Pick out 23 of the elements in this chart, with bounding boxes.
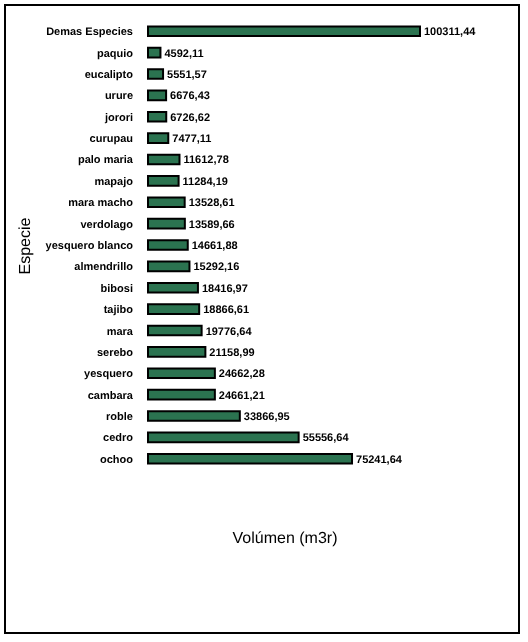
y-axis-title: Especie bbox=[15, 216, 34, 275]
bar bbox=[147, 175, 180, 187]
bar bbox=[147, 452, 354, 465]
x-axis-title: Volúmen (m3r) bbox=[232, 529, 339, 547]
bar bbox=[147, 281, 199, 294]
bar bbox=[147, 89, 168, 102]
bar bbox=[147, 25, 421, 38]
bar bbox=[147, 46, 162, 59]
bar bbox=[147, 346, 207, 358]
bar bbox=[147, 388, 216, 401]
bar bbox=[147, 324, 203, 337]
bar bbox=[147, 239, 189, 251]
bar bbox=[147, 260, 191, 273]
bar bbox=[147, 132, 170, 144]
bar bbox=[147, 431, 300, 444]
bar bbox=[147, 110, 168, 123]
bar bbox=[147, 367, 216, 380]
bar bbox=[147, 196, 186, 209]
bar bbox=[147, 410, 241, 422]
bar bbox=[147, 68, 165, 80]
bar bbox=[147, 303, 201, 315]
bar bbox=[147, 217, 186, 230]
bar bbox=[147, 153, 181, 166]
